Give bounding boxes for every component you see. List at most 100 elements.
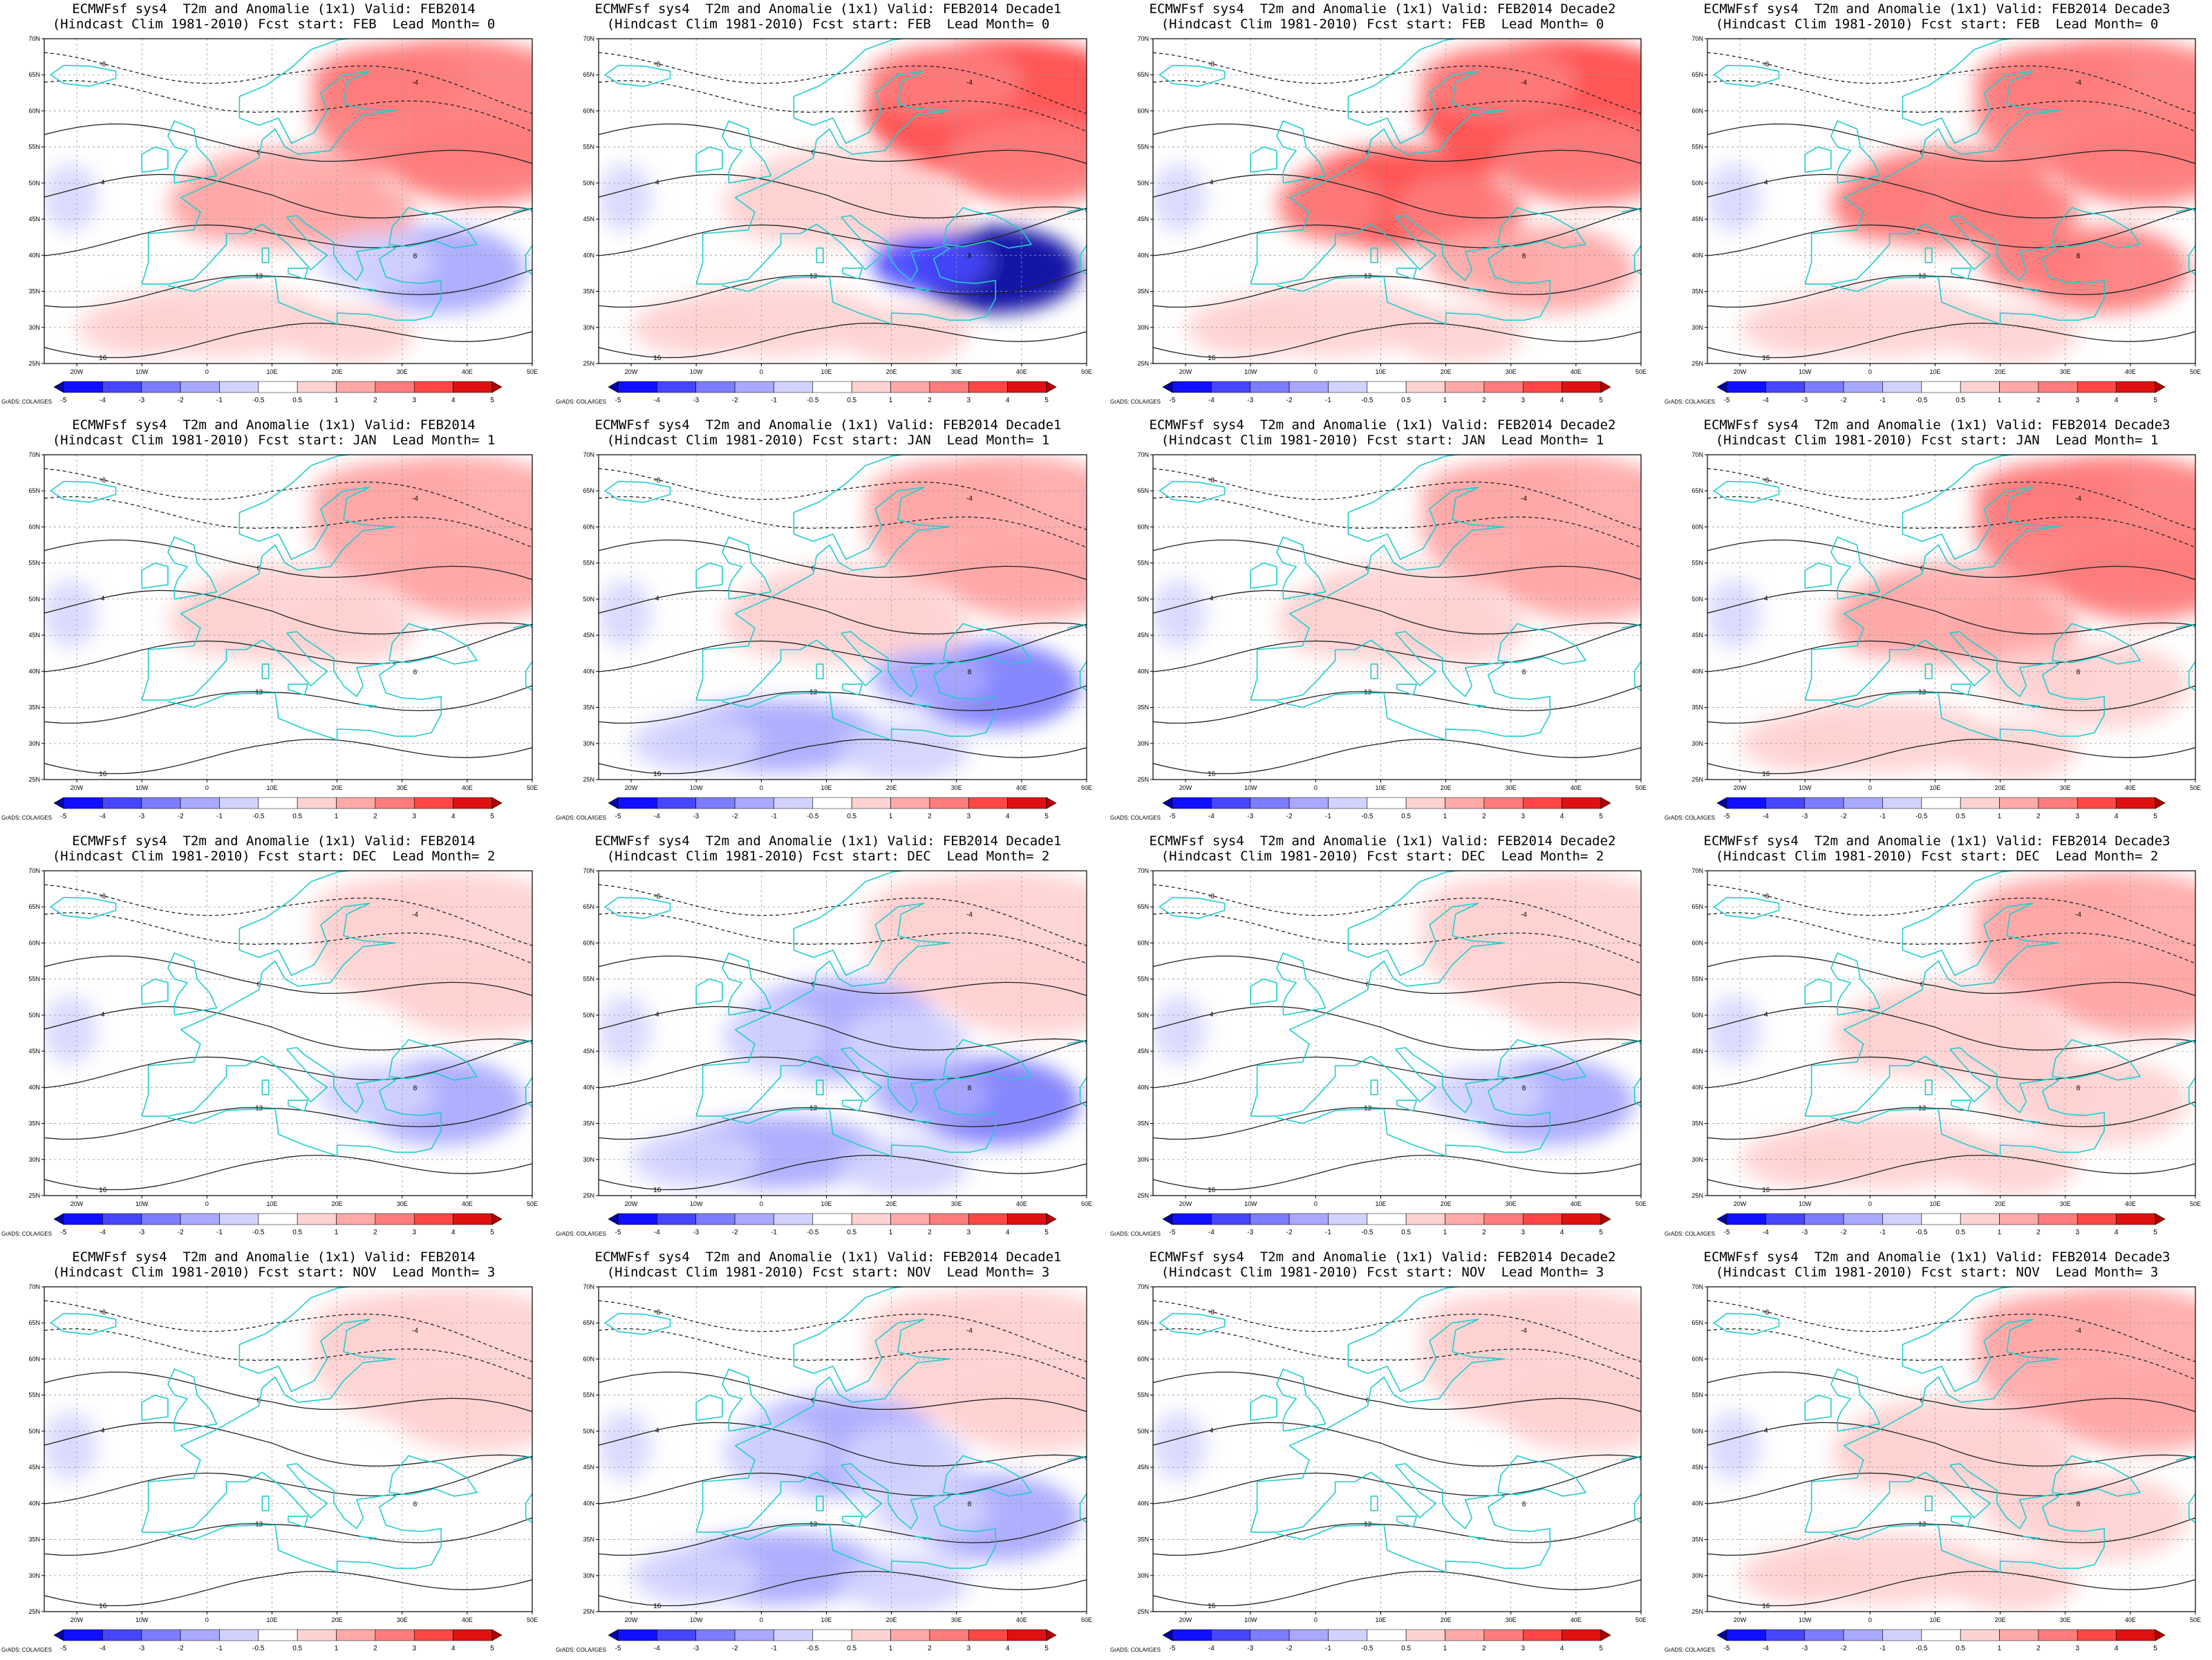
lon-tick-label: 30E [1506,368,1517,375]
lon-tick-label: 10W [690,784,703,791]
lon-tick-label: 30E [397,1200,408,1207]
lat-tick-label: 25N [1691,360,1703,367]
lon-tick-label: 20W [1734,784,1747,791]
colorbar-swatch [1522,797,1562,809]
colorbar-label: 0.5 [1401,813,1411,820]
contour-label: 0 [257,981,261,989]
colorbar-label: 4 [1006,1229,1010,1236]
lat-tick-label: 70N [28,1283,40,1290]
colorbar-swatch [1882,1213,1922,1225]
colorbar-label: 5 [1044,813,1049,820]
lon-tick-label: 10W [1799,1200,1812,1207]
colorbar-label: 0.5 [1956,397,1965,404]
lon-tick-label: 50E [527,1200,538,1207]
colorbar-swatch [617,1213,657,1225]
coastlines [1713,455,2195,741]
lat-tick-label: 50N [583,1012,594,1019]
lon-tick-label: 30E [397,368,408,375]
lat-tick-label: 25N [28,776,40,783]
contour-label: -4 [966,1327,973,1334]
colorbar-label: 5 [1599,813,1603,820]
colorbar-swatch [1843,381,1883,393]
colorbar-label: 0.5 [1401,1645,1411,1652]
contour-label: 4 [1764,1427,1768,1435]
anomaly-map: 1612840-4-870N65N60N55N50N45N40N35N30N25… [583,35,1092,375]
lat-tick-label: 60N [1137,107,1149,114]
colorbar-swatch [1405,1629,1445,1641]
lat-tick-label: 70N [1691,1283,1703,1290]
colorbar-swatch [1921,381,1961,393]
lat-tick-label: 55N [1137,144,1149,151]
colorbar-swatch [1367,381,1407,393]
colorbar-label: 0.5 [292,1229,302,1236]
contour-label: -8 [1208,893,1215,900]
contour-label: 8 [968,1085,972,1093]
colorbar-label: -5 [615,1645,621,1652]
colorbar-label: 3 [1521,1645,1525,1652]
map-panel: ECMWFsf sys4 T2m and Anomalie (1x1) Vali… [1663,416,2211,828]
lon-tick-label: 50E [2190,784,2201,791]
colorbar-label: 1 [335,1645,339,1652]
colorbar-swatch [1600,1629,1611,1641]
lat-tick-label: 55N [583,1392,594,1399]
colorbar-swatch [102,381,142,393]
colorbar-label: 2 [373,813,377,820]
colorbar-swatch [336,381,376,393]
contour-label: -8 [654,1309,660,1317]
grads-credit: GrADS: COLA/IGES [1665,815,1715,821]
colorbar-swatch [491,1213,503,1225]
contour-label: -8 [654,477,660,484]
contour-label: -8 [100,477,106,484]
lat-tick-label: 65N [1137,71,1149,78]
lon-tick-label: 50E [1081,1200,1092,1207]
lat-tick-label: 30N [28,1572,40,1579]
contour-label: 16 [1762,1603,1770,1610]
colorbar-label: 3 [2075,397,2079,404]
colorbar: -5 -4 -3 -2 -1 -0.5 0.5 1 2 3 4 5 GrADS: COLA/IGES [1,1629,503,1653]
colorbar-swatch [1162,797,1173,809]
lat-tick-label: 30N [583,1572,594,1579]
colorbar-label: -0.5 [1915,813,1928,820]
lat-tick-label: 30N [1691,740,1703,747]
panel-title-line1: ECMWFsf sys4 T2m and Anomalie (1x1) Vali… [1149,833,1616,849]
lat-tick-label: 65N [583,1319,594,1326]
contour-label: 4 [1764,595,1768,603]
colorbar-label: 3 [2075,813,2079,820]
contour-label: -8 [1208,1309,1215,1317]
colorbar-swatch [1172,1213,1212,1225]
colorbar-label: 1 [889,813,893,820]
lat-tick-label: 35N [583,288,594,295]
lat-tick-label: 45N [1691,216,1703,223]
lat-tick-label: 30N [28,324,40,331]
lat-tick-label: 70N [1137,1283,1149,1290]
lon-tick-label: 50E [527,784,538,791]
colorbar-swatch [2077,381,2117,393]
map-panel: ECMWFsf sys4 T2m and Anomalie (1x1) Vali… [1663,1248,2211,1660]
map-panel: ECMWFsf sys4 T2m and Anomalie (1x1) Vali… [0,0,547,412]
lat-tick-label: 55N [28,560,40,567]
contour-label: 16 [653,1187,662,1194]
contour-label: -4 [2075,1327,2081,1334]
colorbar-swatch [141,797,181,809]
contour-label: 0 [812,565,816,573]
grads-credit: GrADS: COLA/IGES [556,1231,606,1237]
lon-tick-label: 20E [886,784,897,791]
colorbar: -5 -4 -3 -2 -1 -0.5 0.5 1 2 3 4 5 GrADS: COLA/IGES [1110,1213,1611,1237]
colorbar-swatch [413,797,453,809]
map-panel: ECMWFsf sys4 T2m and Anomalie (1x1) Vali… [1109,0,1656,412]
colorbar-swatch [812,797,852,809]
lon-tick-label: 10W [1244,1200,1257,1207]
colorbar-swatch [1367,1629,1407,1641]
colorbar-swatch [297,381,337,393]
grads-credit: GrADS: COLA/IGES [1,1647,52,1653]
lon-tick-label: 10W [1799,368,1812,375]
lat-tick-label: 30N [583,1156,594,1163]
lon-tick-label: 10E [821,1200,832,1207]
colorbar-label: 2 [373,1645,377,1652]
colorbar-label: -4 [654,1645,660,1652]
colorbar-label: 3 [966,813,971,820]
lat-tick-label: 30N [28,740,40,747]
contour-label: 0 [1366,149,1370,157]
lat-tick-label: 45N [1137,216,1149,223]
panel-title-line2: (Hindcast Clim 1981-2010) Fcst start: DE… [1161,849,1604,864]
